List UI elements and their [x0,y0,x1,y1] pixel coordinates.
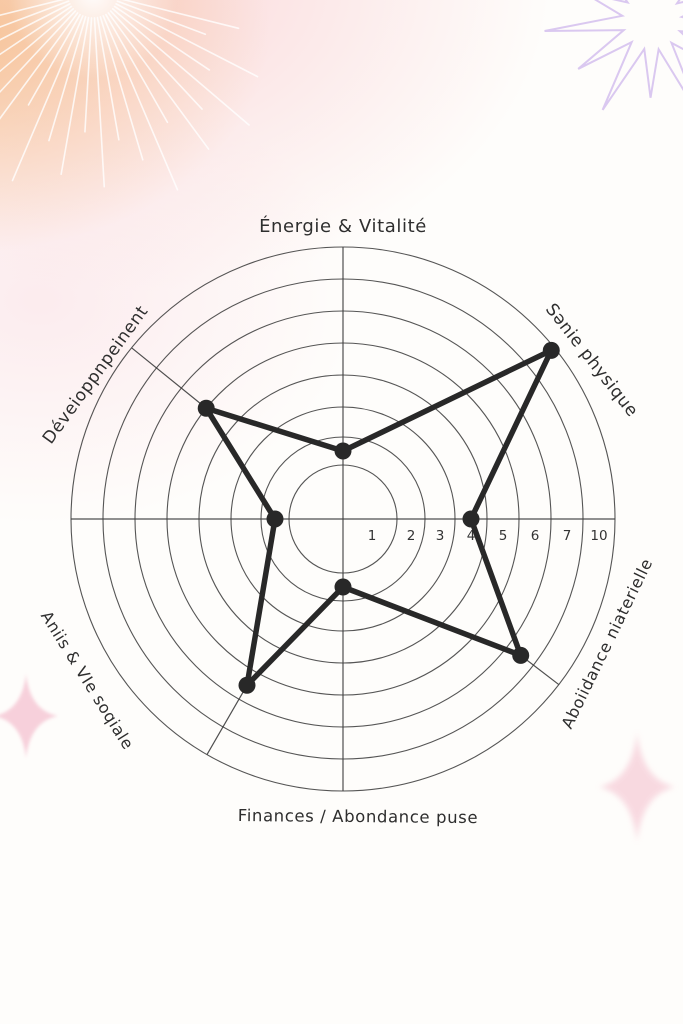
scale-tick-label: 4 [467,528,476,544]
sun-ray [84,17,93,133]
data-point [334,578,352,596]
data-point [197,399,215,417]
data-point [512,646,530,664]
sun-ray [99,16,144,161]
sun-ray [113,5,211,71]
sun-ray [11,15,84,182]
sun-ray [107,12,210,150]
sun-ray [0,8,75,73]
axis-line-diagonal [131,347,207,409]
axis-label-finances-abondance: Finances / Abondance puse [237,806,479,828]
sun-ray [93,17,106,188]
sun-ray [121,0,240,30]
scale-tick-label: 3 [436,528,445,544]
data-series-polygon [203,347,555,689]
sun-ray [0,5,73,56]
sun-ray [0,3,71,41]
scale-tick-label: 1 [368,528,377,544]
sun-ray [0,10,77,94]
sun-ray [60,16,90,176]
sun-ray [115,3,259,78]
data-point [334,442,352,460]
sparkle-icon [0,674,58,758]
sun-ray [96,16,120,141]
sun-ray [0,0,70,28]
scale-tick-label: 5 [499,528,508,544]
sun-ray [0,0,65,17]
sun-ray [27,13,81,106]
scale-tick-label: 2 [407,528,416,544]
sunburst-rays-icon [0,0,259,191]
data-point [266,510,284,528]
axis-line-diagonal [206,684,248,755]
data-point [462,510,480,528]
sun-ray [116,0,207,36]
sun-ray [109,10,203,110]
sun-ray [48,16,87,142]
scale-tick-label: 6 [531,528,540,544]
sun-ray [0,12,79,120]
axis-label-energie-vitalite: Énergie & Vitalité [259,216,427,237]
scale-tick-label: 7 [563,528,572,544]
data-point [542,341,560,359]
sun-ray [105,13,169,124]
starburst-icon [544,0,683,111]
scale-tick-label: 10 [590,528,607,544]
sparkle-icon [599,732,675,842]
data-point [238,676,256,694]
sun-ray [111,8,250,126]
starburst-shape [544,0,683,111]
sun-ray [102,15,179,191]
